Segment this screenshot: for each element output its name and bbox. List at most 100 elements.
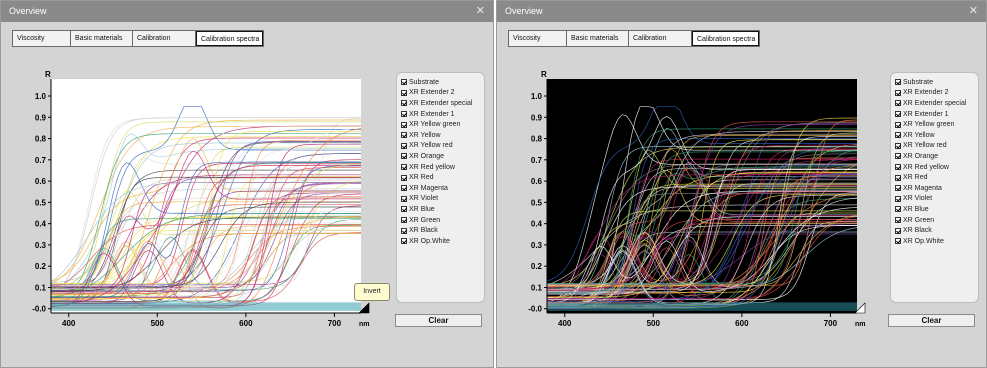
checkbox-checked[interactable]: [401, 121, 407, 128]
checkbox-checked[interactable]: [401, 142, 407, 149]
legend-item[interactable]: XR Op.White: [401, 236, 484, 247]
clear-button[interactable]: Clear: [888, 314, 975, 327]
legend-item[interactable]: XR Magenta: [401, 183, 484, 194]
legend-item[interactable]: XR Extender 1: [401, 109, 484, 120]
legend-item-label: XR Extender 2: [903, 89, 949, 97]
tab-calibration-spectra[interactable]: Calibration spectra: [692, 31, 759, 46]
legend-panel: Substrate XR Extender 2 XR Extender specia…: [890, 72, 979, 303]
legend-item[interactable]: XR Blue: [401, 204, 484, 215]
legend-item[interactable]: XR Extender special: [895, 98, 978, 109]
legend-item-label: XR Yellow green: [409, 121, 461, 129]
checkbox-checked[interactable]: [401, 206, 407, 213]
legend-item[interactable]: XR Black: [895, 225, 978, 236]
checkbox-checked[interactable]: [401, 89, 407, 96]
checkbox-checked[interactable]: [401, 174, 407, 181]
legend-item-label: Substrate: [903, 78, 933, 86]
spectra-chart: 1.0 0.9 0.8 0.7 0.6 0.5 0.4 0.3 0.2 0.1 -0.0 400 500…: [32, 70, 370, 328]
checkbox-checked[interactable]: [895, 185, 901, 192]
spectrum-line: [51, 182, 361, 292]
tab-calibration[interactable]: Calibration: [629, 31, 692, 46]
legend-item[interactable]: XR Violet: [895, 194, 978, 205]
checkbox-checked[interactable]: [895, 79, 901, 86]
checkbox-checked[interactable]: [401, 111, 407, 118]
legend-item[interactable]: XR Extender 2: [401, 88, 484, 99]
checkbox-checked[interactable]: [895, 153, 901, 160]
y-tick-label: 0.2: [35, 262, 47, 271]
spectrum-line: [50, 117, 361, 293]
checkbox-checked[interactable]: [895, 100, 901, 107]
checkbox-checked[interactable]: [895, 195, 901, 202]
legend-item[interactable]: XR Extender 1: [895, 109, 978, 120]
legend-item[interactable]: Substrate: [401, 77, 484, 88]
y-tick-label: 0.7: [531, 156, 543, 165]
checkbox-checked[interactable]: [895, 206, 901, 213]
tab-viscosity[interactable]: Viscosity: [13, 31, 71, 46]
legend-item[interactable]: XR Yellow: [895, 130, 978, 141]
tab-calibration-spectra[interactable]: Calibration spectra: [196, 31, 263, 46]
clear-button[interactable]: Clear: [395, 314, 482, 327]
legend-item-label: XR Op.White: [903, 237, 944, 245]
legend-item[interactable]: XR Green: [895, 215, 978, 226]
checkbox-checked[interactable]: [401, 100, 407, 107]
legend-item[interactable]: XR Red yellow: [401, 162, 484, 173]
invert-toggle-icon[interactable]: [854, 302, 866, 314]
legend-item[interactable]: XR Orange: [895, 151, 978, 162]
tab-basic-materials[interactable]: Basic materials: [567, 31, 629, 46]
legend-item[interactable]: XR Op.White: [895, 236, 978, 247]
x-tick-label: 400: [558, 319, 572, 328]
checkbox-checked[interactable]: [401, 79, 407, 86]
tab-basic-materials[interactable]: Basic materials: [71, 31, 133, 46]
legend-item[interactable]: XR Extender special: [401, 98, 484, 109]
checkbox-checked[interactable]: [895, 132, 901, 139]
legend-item[interactable]: XR Black: [401, 225, 484, 236]
window-title: Overview: [9, 6, 47, 16]
spectra-curves: [50, 106, 362, 310]
checkbox-checked[interactable]: [895, 164, 901, 171]
checkbox-checked[interactable]: [401, 185, 407, 192]
legend-item[interactable]: Substrate: [895, 77, 978, 88]
legend-item[interactable]: XR Extender 2: [895, 88, 978, 99]
checkbox-checked[interactable]: [401, 195, 407, 202]
checkbox-checked[interactable]: [401, 238, 407, 245]
checkbox-checked[interactable]: [895, 89, 901, 96]
checkbox-checked[interactable]: [895, 238, 901, 245]
legend-item[interactable]: XR Yellow red: [895, 141, 978, 152]
tab-calibration[interactable]: Calibration: [133, 31, 196, 46]
checkbox-checked[interactable]: [895, 121, 901, 128]
x-tick-label: 400: [62, 319, 76, 328]
legend-item-label: XR Extender special: [903, 99, 967, 107]
invert-toggle-icon[interactable]: [358, 302, 370, 314]
checkbox-checked[interactable]: [895, 174, 901, 181]
checkbox-checked[interactable]: [401, 132, 407, 139]
checkbox-checked[interactable]: [895, 111, 901, 118]
tab-viscosity[interactable]: Viscosity: [509, 31, 567, 46]
spectrum-line: [547, 192, 858, 301]
checkbox-checked[interactable]: [895, 142, 901, 149]
checkbox-checked[interactable]: [401, 227, 407, 234]
spectrum-line: [546, 186, 857, 299]
legend-item[interactable]: XR Yellow: [401, 130, 484, 141]
legend-item[interactable]: XR Magenta: [895, 183, 978, 194]
checkbox-checked[interactable]: [895, 227, 901, 234]
legend-item[interactable]: XR Blue: [895, 204, 978, 215]
legend-item[interactable]: XR Red: [895, 172, 978, 183]
legend-item[interactable]: XR Yellow green: [401, 119, 484, 130]
legend-item[interactable]: XR Red yellow: [895, 162, 978, 173]
spectrum-line: [547, 122, 857, 292]
legend-item[interactable]: XR Yellow red: [401, 141, 484, 152]
spectrum-line: [50, 126, 361, 284]
legend-item[interactable]: XR Green: [401, 215, 484, 226]
spectrum-line: [50, 181, 361, 283]
checkbox-checked[interactable]: [401, 217, 407, 224]
legend-item[interactable]: XR Red: [401, 172, 484, 183]
close-icon[interactable]: ✕: [475, 5, 485, 17]
close-icon[interactable]: ✕: [968, 5, 978, 17]
spectrum-line: [50, 213, 361, 298]
spectrum-line: [50, 150, 361, 305]
checkbox-checked[interactable]: [895, 217, 901, 224]
legend-item[interactable]: XR Yellow green: [895, 119, 978, 130]
checkbox-checked[interactable]: [401, 153, 407, 160]
legend-item[interactable]: XR Orange: [401, 151, 484, 162]
legend-item[interactable]: XR Violet: [401, 194, 484, 205]
checkbox-checked[interactable]: [401, 164, 407, 171]
